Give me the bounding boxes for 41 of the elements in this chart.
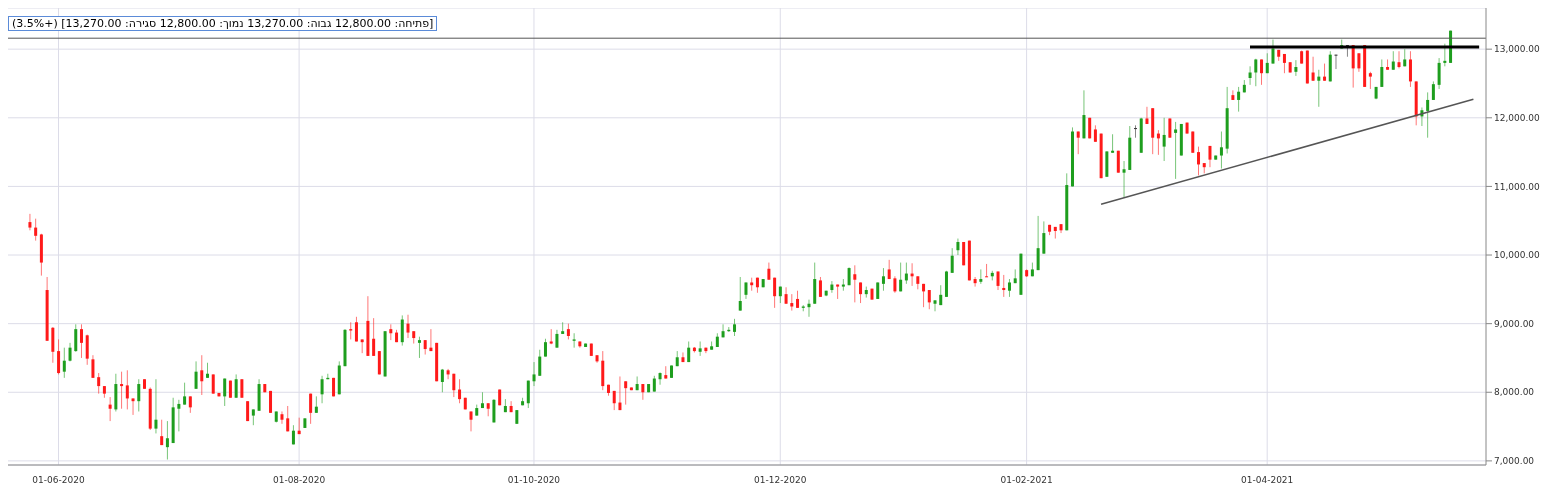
candlestick [1334, 54, 1338, 70]
candlestick [280, 410, 284, 425]
x-tick-label: 01-06-2020 [32, 475, 85, 483]
candlestick [1294, 59, 1298, 77]
candlestick [956, 238, 960, 256]
candlestick [28, 213, 32, 231]
candlestick [698, 340, 702, 357]
candlestick [1145, 106, 1149, 125]
candlestick [240, 378, 244, 399]
candlestick [721, 323, 725, 338]
y-tick-label: 11,000.00 [1494, 181, 1541, 192]
x-tick-label: 01-04-2021 [1241, 475, 1294, 483]
candlestick [933, 299, 937, 312]
y-tick-label: 9,000.00 [1494, 318, 1535, 329]
candlestick [635, 375, 639, 391]
candlestick [973, 276, 977, 288]
candlestick [658, 371, 662, 386]
candlestick [641, 383, 645, 401]
x-tick-label: 01-10-2020 [507, 475, 561, 483]
y-tick-label: 10,000.00 [1494, 250, 1541, 261]
candlestick [681, 351, 685, 363]
annotation: [פתיחה: 12,800.00 גבוה: 13,270.00 נמוך: 12,800.00 סגירה: 13,270.00] (+3.5%) [8, 16, 438, 31]
y-tick-label: 8,000.00 [1494, 387, 1535, 398]
x-tick-label: 01-08-2020 [272, 475, 326, 483]
candlestick [1134, 124, 1137, 139]
candlestick [509, 400, 513, 413]
candlestick [807, 299, 811, 318]
candlestick [446, 368, 450, 380]
x-tick-label: 01-12-2020 [754, 475, 807, 483]
candlestick [830, 280, 834, 294]
candlestick [985, 263, 989, 278]
x-tick-label: 01-02-2021 [1000, 475, 1053, 483]
y-tick-label: 13,000.00 [1494, 44, 1541, 55]
candlestick [1397, 50, 1401, 69]
y-tick-label: 7,000.00 [1494, 456, 1535, 467]
candlestick [1168, 117, 1172, 139]
candlestick [211, 373, 215, 395]
y-tick-label: 12,000.00 [1494, 112, 1541, 123]
candlestick [572, 332, 576, 349]
candlestick [131, 397, 135, 416]
candlestick [1231, 89, 1235, 101]
